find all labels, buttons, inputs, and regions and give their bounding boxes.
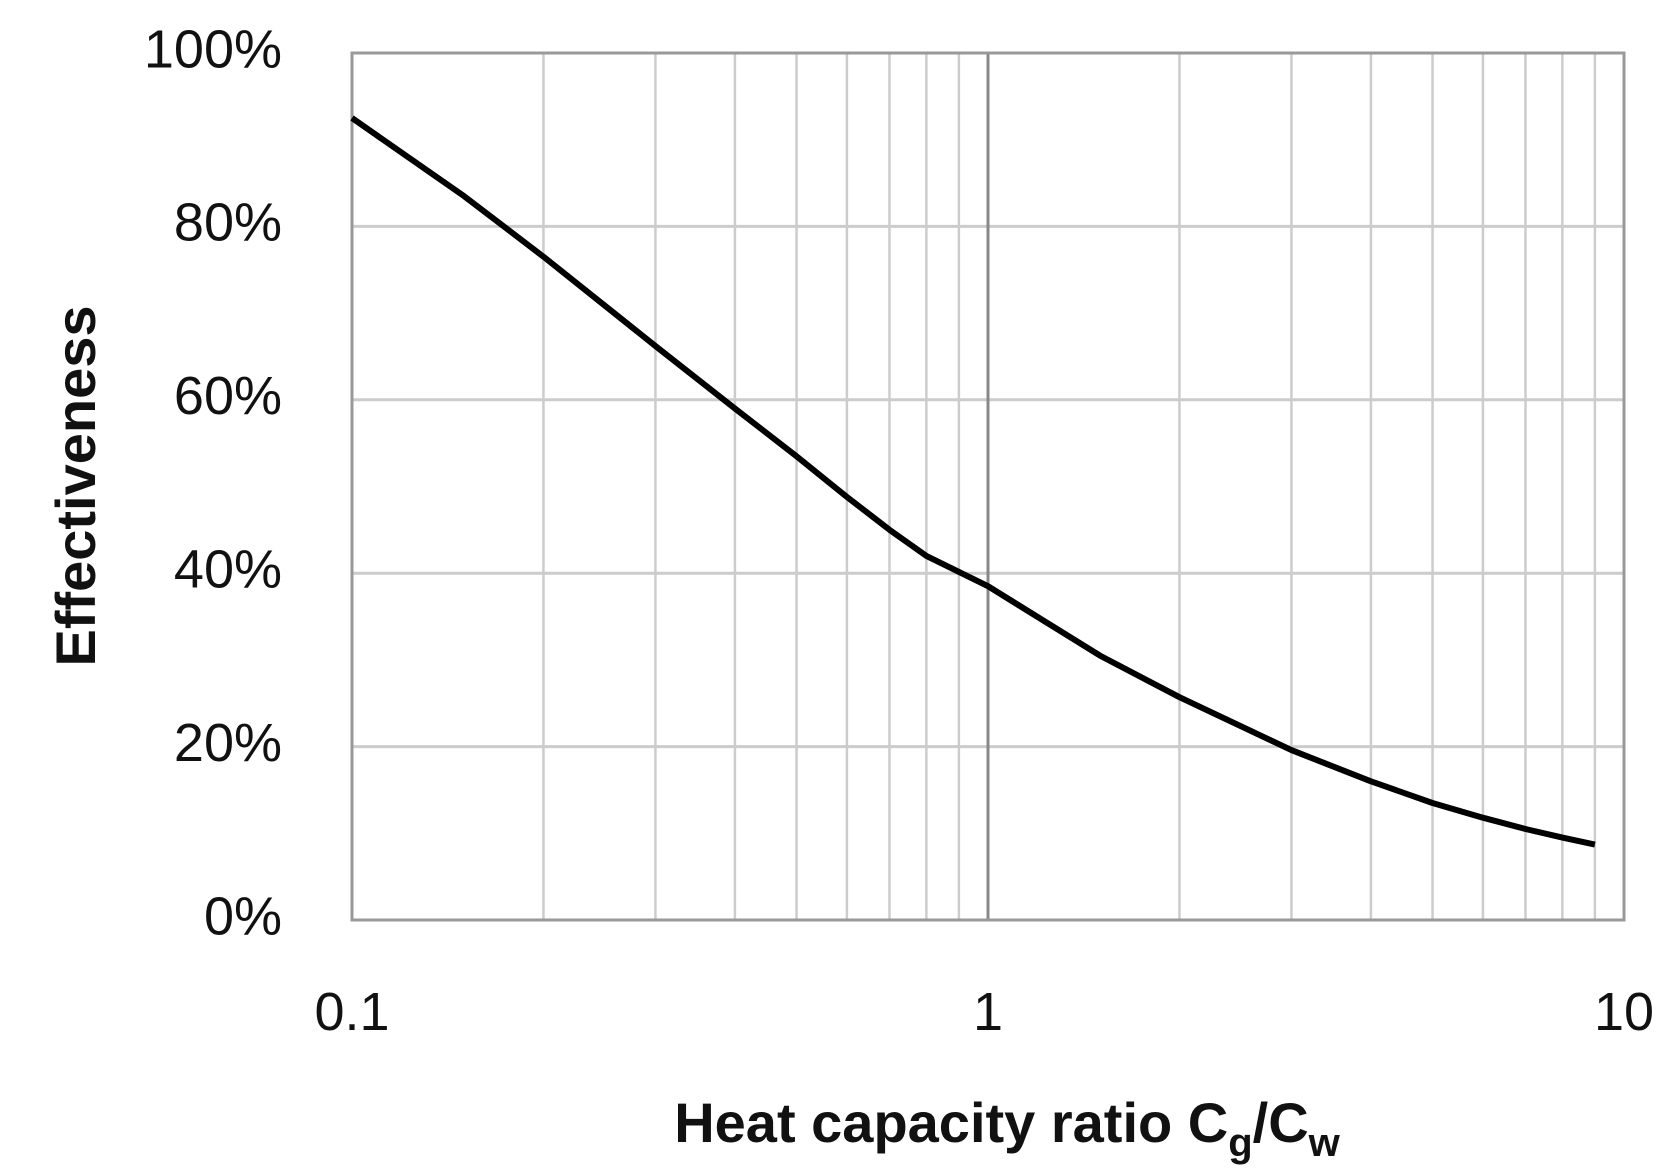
x-tick-label: 1	[973, 982, 1003, 1042]
y-tick-label: 40%	[174, 539, 282, 599]
x-tick-label: 0.1	[314, 982, 389, 1042]
y-tick-label: 60%	[174, 366, 282, 426]
x-axis-title-subscript-w: w	[1308, 1121, 1341, 1165]
series-line-effectiveness	[350, 115, 1596, 848]
y-tick-label: 100%	[144, 19, 282, 79]
series-layer	[350, 115, 1596, 848]
x-tick-label: 10	[1594, 982, 1654, 1042]
x-axis-title-main: Heat capacity ratio C	[674, 1091, 1228, 1154]
gridlines	[352, 51, 1624, 922]
y-axis-title: Effectiveness	[44, 305, 107, 666]
x-axis-title: Heat capacity ratio Cg/Cw	[674, 1091, 1340, 1165]
x-axis-tick-labels: 0.1 1 10	[314, 982, 1654, 1042]
y-axis-tick-labels: 0% 20% 40% 60% 80% 100%	[144, 19, 282, 946]
x-axis-title-subscript-g: g	[1228, 1121, 1252, 1165]
plot-area-frame	[350, 51, 1626, 922]
y-tick-label: 80%	[174, 193, 282, 253]
y-tick-label: 0%	[204, 886, 282, 946]
y-tick-label: 20%	[174, 713, 282, 773]
x-axis-title-separator: /C	[1253, 1091, 1309, 1154]
